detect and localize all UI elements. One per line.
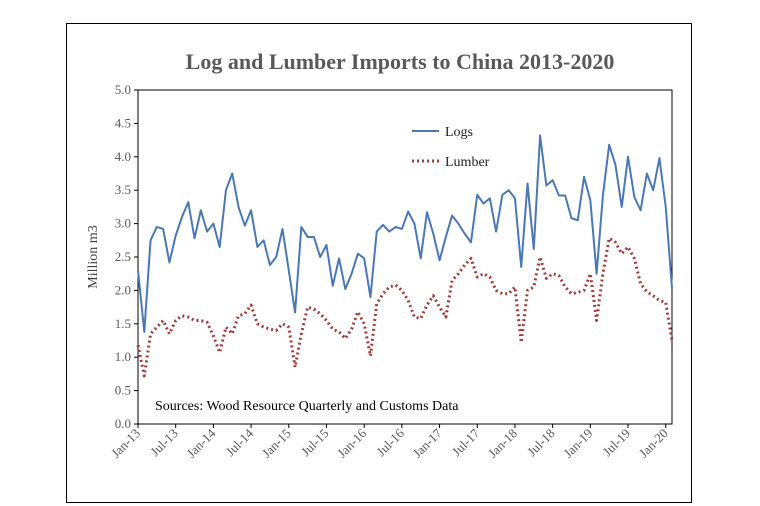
chart: Log and Lumber Imports to China 2013-202… [86,49,674,461]
y-tick-label: 4.0 [115,149,131,164]
x-tick-label: Jan-18 [485,426,520,461]
y-tick-label: 2.0 [115,282,131,297]
y-tick-label: 3.5 [115,182,131,197]
x-tick-label: Jan-17 [410,425,445,460]
legend-box [401,116,501,176]
series-line-lumber [136,236,674,378]
y-axis: 0.0 0.5 1.0 1.5 2.0 2.5 3.0 3.5 4.0 4.5 5.0 [115,82,138,431]
y-tick-label: 3.0 [115,216,131,231]
x-axis: Jan-13 Jul-13 Jan-14 Jul-14 Jan-15 Jul-15 Jan-… [108,424,671,461]
x-tick-label: Jan-15 [259,426,294,461]
series-line-logs [137,134,673,333]
legend-label-logs: Logs [445,125,473,140]
x-tick-label: Jul-14 [223,425,257,459]
y-tick-label: 2.5 [115,249,131,264]
y-tick-label: 5.0 [115,82,131,97]
y-tick-label: 4.5 [115,115,131,130]
legend-label-lumber: Lumber [445,155,490,170]
legend: Logs Lumber [401,116,501,176]
x-tick-label: Jul-17 [449,425,483,459]
y-tick-label: 0.0 [115,416,131,431]
x-tick-label: Jul-15 [298,426,332,460]
y-tick-label: 1.0 [115,349,131,364]
series-layer [136,134,674,378]
x-tick-label: Jul-18 [524,426,558,460]
x-tick-label: Jan-20 [636,426,671,461]
x-tick-label: Jan-14 [183,425,218,460]
y-tick-label: 0.5 [115,383,131,398]
x-tick-label: Jan-16 [334,425,369,460]
y-tick-label: 1.5 [115,316,131,331]
x-tick-label: Jul-13 [147,426,181,460]
source-annotation: Sources: Wood Resource Quarterly and Cus… [155,399,459,414]
chart-title: Log and Lumber Imports to China 2013-202… [186,49,615,74]
chart-frame: Log and Lumber Imports to China 2013-202… [66,23,692,503]
y-axis-label: Million m3 [86,225,101,288]
x-tick-label: Jan-19 [560,426,595,461]
x-tick-label: Jul-19 [600,426,634,460]
x-tick-label: Jul-16 [373,425,407,459]
